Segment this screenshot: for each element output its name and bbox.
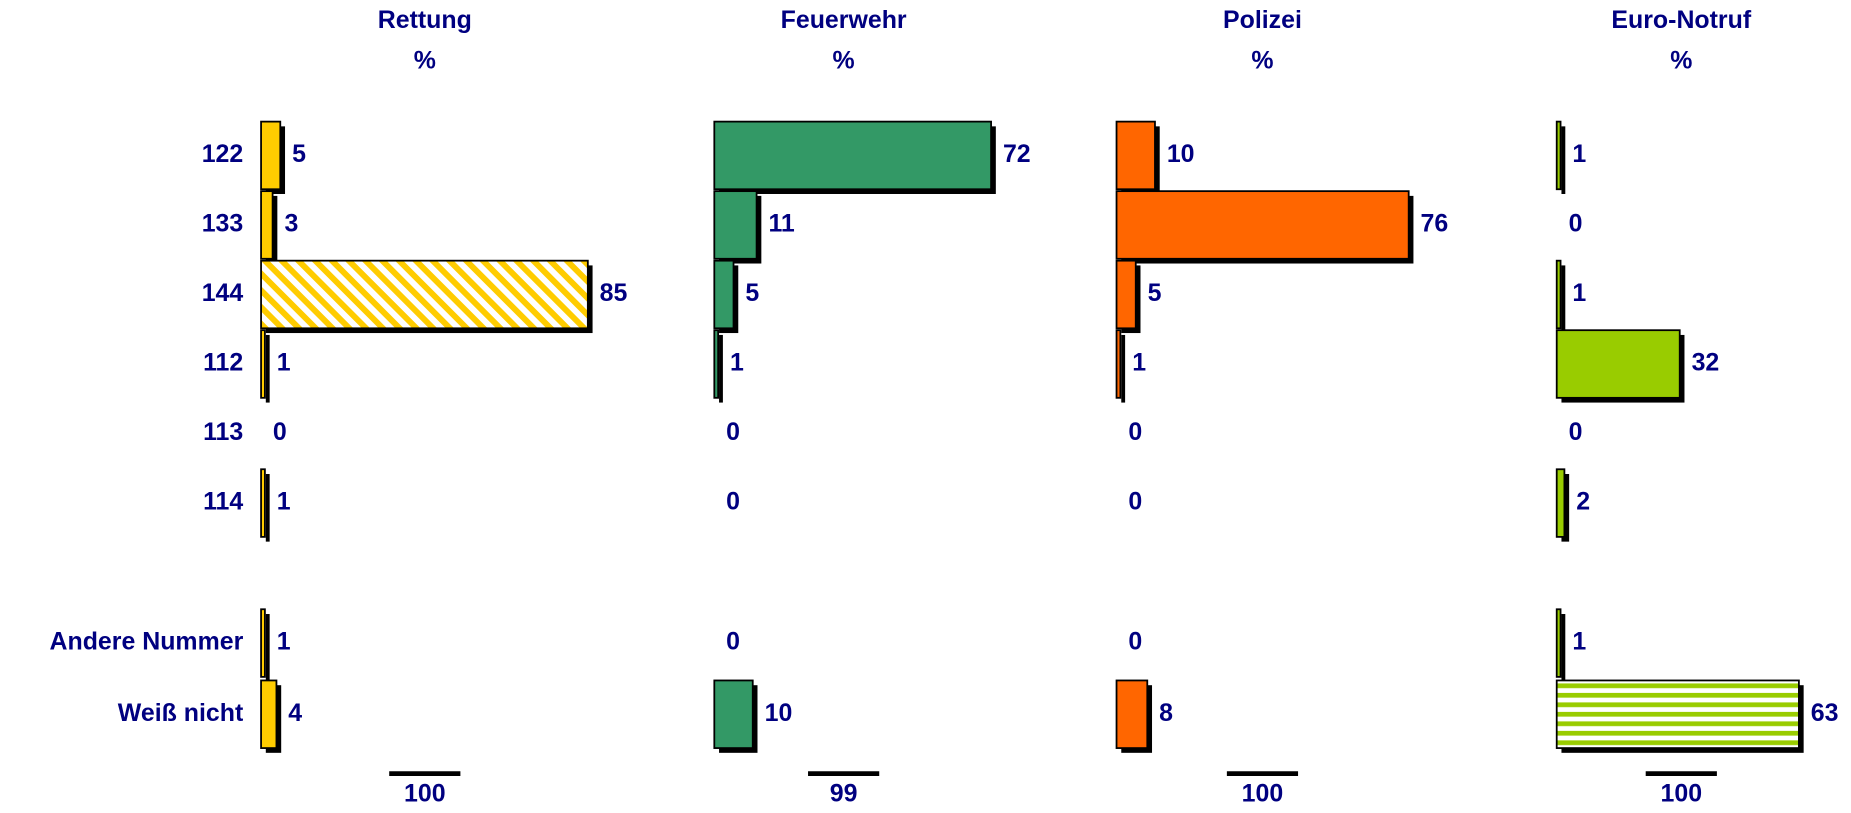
value-label: 10 (1167, 140, 1195, 168)
bar (1555, 679, 1800, 749)
value-label: 1 (1572, 628, 1586, 656)
panel-unit: % (1670, 46, 1692, 74)
bar (1555, 329, 1681, 399)
value-label: 0 (1128, 628, 1142, 656)
value-label: 1 (1572, 140, 1586, 168)
bar-shadow (265, 614, 270, 682)
value-label: 1 (730, 349, 744, 377)
category-label: 114 (203, 488, 243, 516)
value-label: 5 (1148, 279, 1162, 307)
value-label: 5 (745, 279, 759, 307)
panel-unit: % (1251, 46, 1273, 74)
panel-unit: % (414, 46, 436, 74)
category-label: 133 (202, 210, 244, 238)
total-label: 100 (404, 780, 446, 808)
value-label: 0 (1569, 210, 1583, 238)
bar-shadow (265, 474, 270, 542)
value-label: 0 (726, 628, 740, 656)
category-label: Weiß nicht (118, 699, 243, 727)
value-label: 72 (1003, 140, 1031, 168)
value-label: 3 (284, 210, 298, 238)
bar (1115, 329, 1122, 399)
bar-shadow (1561, 126, 1566, 194)
value-label: 8 (1159, 699, 1173, 727)
bar (713, 120, 992, 191)
value-label: 5 (292, 140, 306, 168)
bar (1115, 259, 1137, 330)
bar (260, 259, 589, 330)
value-label: 63 (1811, 699, 1839, 727)
total-label: 99 (830, 780, 858, 808)
bar (260, 190, 274, 260)
total-label: 100 (1661, 780, 1703, 808)
value-label: 0 (1128, 418, 1142, 446)
bar (1555, 468, 1566, 538)
total-label: 100 (1242, 780, 1284, 808)
bar (1555, 120, 1562, 191)
bar (713, 329, 720, 399)
value-label: 0 (726, 418, 740, 446)
bar-shadow (1121, 334, 1126, 403)
category-label: 113 (203, 418, 243, 446)
value-label: 0 (1569, 418, 1583, 446)
bar-shadow (265, 334, 270, 403)
panel-title: Feuerwehr (781, 6, 907, 34)
bar (713, 190, 758, 260)
bar (260, 608, 266, 678)
value-label: 32 (1692, 349, 1720, 377)
value-label: 85 (600, 279, 628, 307)
bar (260, 679, 278, 749)
bar (1555, 259, 1562, 330)
panel-title: Euro-Notruf (1611, 6, 1751, 34)
value-label: 76 (1421, 210, 1449, 238)
value-label: 1 (277, 349, 291, 377)
category-label: 122 (202, 140, 244, 168)
bar (1115, 190, 1410, 260)
bar-shadow (1561, 265, 1566, 334)
value-label: 1 (277, 628, 291, 656)
bar (713, 679, 754, 749)
value-label: 1 (1572, 279, 1586, 307)
value-label: 11 (768, 210, 794, 238)
bar (260, 468, 266, 538)
bar-shadow (1561, 474, 1570, 542)
bar (713, 259, 735, 330)
bar (260, 120, 282, 191)
value-label: 0 (726, 488, 740, 516)
category-label: 144 (202, 279, 244, 307)
bar (1555, 608, 1562, 678)
value-label: 2 (1576, 488, 1590, 516)
bar-shadow (719, 334, 723, 403)
value-label: 1 (277, 488, 291, 516)
category-label: Andere Nummer (50, 628, 244, 656)
category-label: 112 (203, 349, 243, 377)
bar (1115, 679, 1149, 749)
value-label: 0 (273, 418, 287, 446)
value-label: 1 (1132, 349, 1146, 377)
bar-shadow (1561, 614, 1566, 682)
bar (260, 329, 266, 399)
value-label: 10 (765, 699, 793, 727)
panel-unit: % (833, 46, 855, 74)
value-label: 0 (1128, 488, 1142, 516)
bar (1115, 120, 1156, 191)
panel-title: Rettung (378, 6, 472, 34)
panel-title: Polizei (1223, 6, 1302, 34)
value-label: 4 (288, 699, 302, 727)
